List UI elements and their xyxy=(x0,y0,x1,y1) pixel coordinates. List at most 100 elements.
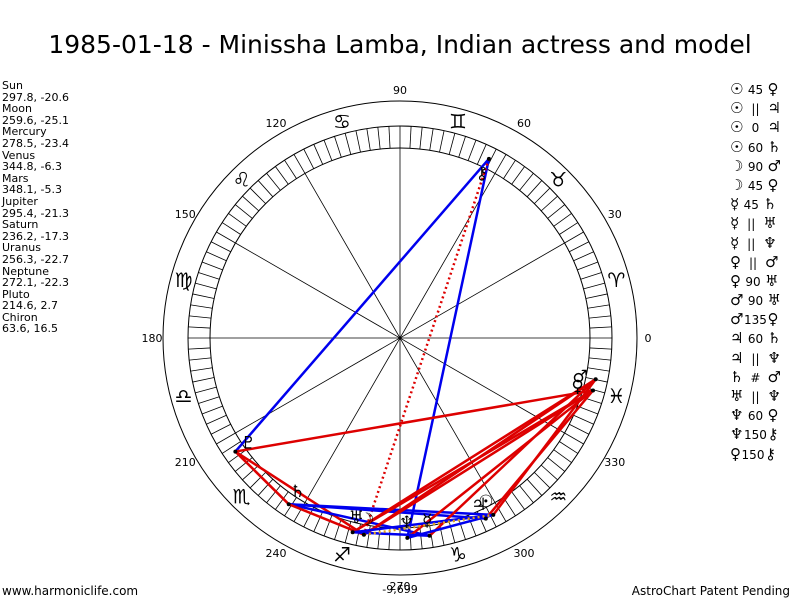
aspect-row: ♆ 60 ♀ xyxy=(730,406,800,425)
degree-tick xyxy=(249,187,266,204)
degree-tick xyxy=(192,293,215,299)
planet-glyph: ♃ xyxy=(471,495,486,515)
aspect-planet-1: ♆ xyxy=(730,425,744,444)
degree-tick xyxy=(257,180,274,198)
planet-point xyxy=(361,532,366,537)
degree-tick xyxy=(553,213,572,227)
planet-point xyxy=(483,516,488,521)
zodiac-sign: ♐ xyxy=(333,542,351,566)
aspect-planet-1: ♃ xyxy=(730,329,744,348)
planet-markers: ☉ ☽ ☿ ♀♂ ♃ ♄ ♅ ♆ ♇ ⚷ xyxy=(233,156,598,540)
degree-tick xyxy=(485,507,497,528)
aspect-row: ☉ 60 ♄ xyxy=(730,138,800,157)
degree-tick xyxy=(448,133,456,155)
planet-point xyxy=(405,535,410,540)
degree-tick xyxy=(588,357,611,361)
planet-coords-saturn: 236.2, -17.3 xyxy=(2,229,69,243)
aspect-line xyxy=(351,389,594,534)
degree-tick xyxy=(275,166,289,185)
aspect-row: ☿ || ♅ xyxy=(730,214,800,233)
degree-tick xyxy=(377,127,381,150)
aspect-planet-1: ♀ xyxy=(730,252,741,271)
aspect-type: || xyxy=(751,351,760,366)
degree-label: 240 xyxy=(266,547,287,560)
aspect-planet-2: ♀ xyxy=(767,310,779,329)
zodiac-sign: ♋ xyxy=(333,110,351,134)
planet-coords-mercury: 278.5, -23.4 xyxy=(2,136,69,150)
aspect-row: ♅ || ♆ xyxy=(730,387,800,406)
zodiac-sign: ♍ xyxy=(175,268,193,292)
degree-tick xyxy=(553,449,572,463)
degree-tick xyxy=(429,128,434,151)
degree-tick xyxy=(564,231,584,244)
degree-tick xyxy=(587,304,610,309)
zodiac-sign: ♓ xyxy=(607,384,625,408)
aspect-planet-1: ♅ xyxy=(730,387,744,405)
planet-name-pluto: Pluto xyxy=(2,287,30,301)
aspect-type: || xyxy=(751,390,760,404)
aspect-type: 135 xyxy=(744,313,767,328)
degree-tick xyxy=(519,485,534,504)
zodiac-sign: ♏ xyxy=(233,484,251,508)
aspect-planet-1: ☽ xyxy=(730,156,744,175)
degree-tick xyxy=(540,195,558,212)
planet-point xyxy=(350,530,355,535)
aspect-planet-2: ♂ xyxy=(767,367,781,386)
planet-glyph: ♅ xyxy=(349,508,364,528)
zodiac-sign: ♎ xyxy=(175,384,193,408)
degree-tick xyxy=(206,414,227,425)
aspect-line xyxy=(362,158,491,536)
aspect-type: 0 xyxy=(751,121,760,136)
aspect-row: ♂135♀ xyxy=(730,310,800,329)
planet-coords-sun: 297.8, -20.6 xyxy=(2,90,69,104)
aspect-type: # xyxy=(750,370,761,385)
aspect-type: 90 xyxy=(747,159,764,174)
degree-tick xyxy=(323,515,333,537)
degree-tick xyxy=(583,282,605,290)
degree-tick xyxy=(216,231,236,244)
degree-tick xyxy=(534,472,551,489)
degree-tick xyxy=(313,511,324,532)
planet-glyph: ♂ xyxy=(572,367,587,387)
planet-glyph: ⚷ xyxy=(476,164,488,184)
planet-glyph: ♆ xyxy=(399,513,414,533)
aspect-planet-1: ♂ xyxy=(730,310,744,329)
aspect-planet-1: ☉ xyxy=(730,80,744,98)
planet-glyph: ♀ xyxy=(571,377,583,397)
aspect-row: ☉ 45 ♀ xyxy=(730,80,800,99)
planet-glyph: ☽ xyxy=(359,510,374,530)
aspect-line xyxy=(428,378,597,537)
degree-tick xyxy=(559,441,579,454)
aspect-planet-1: ☉ xyxy=(730,99,744,118)
degree-tick xyxy=(467,139,477,161)
aspect-list: ☉ 45 ♀ ☉ || ♃ ☉ 0 ♃ ☉ 60 ♄ ☽ 90 ♂ ☽ 45 ♀ ☿ 45 ♄ ☿ || ♅ ☿ || ♆ ♀ || ♂ ♀… xyxy=(730,80,800,464)
degree-tick xyxy=(221,441,241,454)
aspect-planet-2: ♆ xyxy=(763,233,777,252)
degree-tick xyxy=(344,133,352,155)
planet-coords-pluto: 214.6, 2.7 xyxy=(2,299,58,313)
planet-coords-moon: 259.6, -25.1 xyxy=(2,113,69,127)
degree-tick xyxy=(195,282,217,290)
degree-tick xyxy=(547,457,566,472)
degree-tick xyxy=(569,423,590,435)
degree-tick xyxy=(221,222,241,235)
degree-tick xyxy=(366,128,371,151)
aspect-line xyxy=(234,158,490,453)
aspect-row: ♂ 90 ♅ xyxy=(730,291,800,310)
aspect-planet-1: ♆ xyxy=(730,406,744,425)
aspect-row: ☉ || ♃ xyxy=(730,99,800,118)
aspect-planet-2: ♅ xyxy=(765,271,779,290)
planet-point xyxy=(593,377,598,382)
degree-tick xyxy=(190,367,213,372)
aspect-planet-2: ♄ xyxy=(767,329,781,348)
aspect-planet-2: ♂ xyxy=(765,252,779,271)
degree-tick xyxy=(257,478,274,496)
degree-tick xyxy=(439,130,445,153)
degree-tick xyxy=(547,204,566,219)
chart-title: 1985-01-18 - Minissha Lamba, Indian actr… xyxy=(48,30,752,59)
planet-glyph: ☿ xyxy=(422,511,432,531)
degree-tick xyxy=(323,139,333,161)
aspect-row: ♃ || ♆ xyxy=(730,349,800,368)
degree-tick xyxy=(577,405,599,415)
planet-point xyxy=(286,502,291,507)
